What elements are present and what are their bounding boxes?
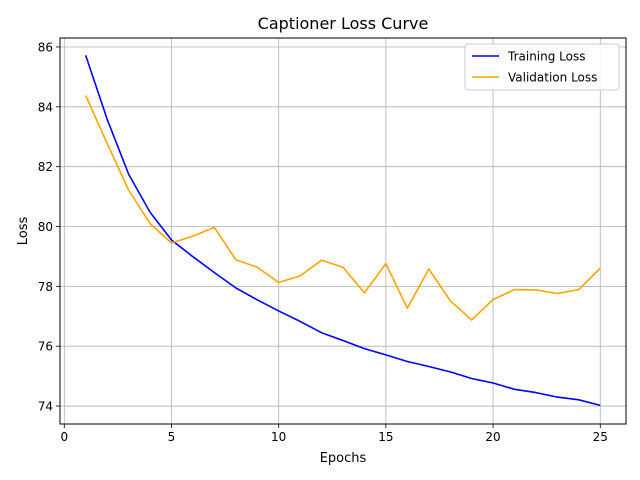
y-axis-label: Loss (16, 217, 31, 246)
series-layer (84, 55, 601, 407)
y-tick-label: 74 (38, 400, 53, 414)
y-tick-label: 86 (38, 40, 53, 54)
legend-label: Validation Loss (508, 71, 597, 85)
x-tick-label: 25 (593, 430, 608, 444)
series-line-validation-loss (84, 95, 601, 321)
series-line-training-loss (84, 55, 601, 407)
chart-title: Captioner Loss Curve (258, 14, 429, 33)
y-tick-label: 84 (38, 100, 53, 114)
grid-lines (60, 38, 626, 424)
legend: Training Loss Validation Loss (464, 43, 620, 91)
y-tick-label: 82 (38, 160, 53, 174)
x-axis-label: Epochs (320, 451, 367, 466)
y-tick-label: 76 (38, 340, 53, 354)
x-tick-label: 5 (168, 430, 176, 444)
legend-box (464, 43, 620, 91)
y-tick-label: 78 (38, 280, 53, 294)
x-tick-label: 10 (271, 430, 286, 444)
y-tick-label: 80 (38, 220, 53, 234)
y-axis-ticks: 74 76 78 80 82 84 86 (38, 40, 60, 414)
x-axis-ticks: 0 5 10 15 20 25 (60, 424, 608, 444)
x-tick-label: 15 (378, 430, 393, 444)
plot-frame (59, 37, 627, 425)
legend-label: Training Loss (507, 50, 585, 64)
x-tick-label: 20 (485, 430, 500, 444)
x-tick-label: 0 (60, 430, 68, 444)
